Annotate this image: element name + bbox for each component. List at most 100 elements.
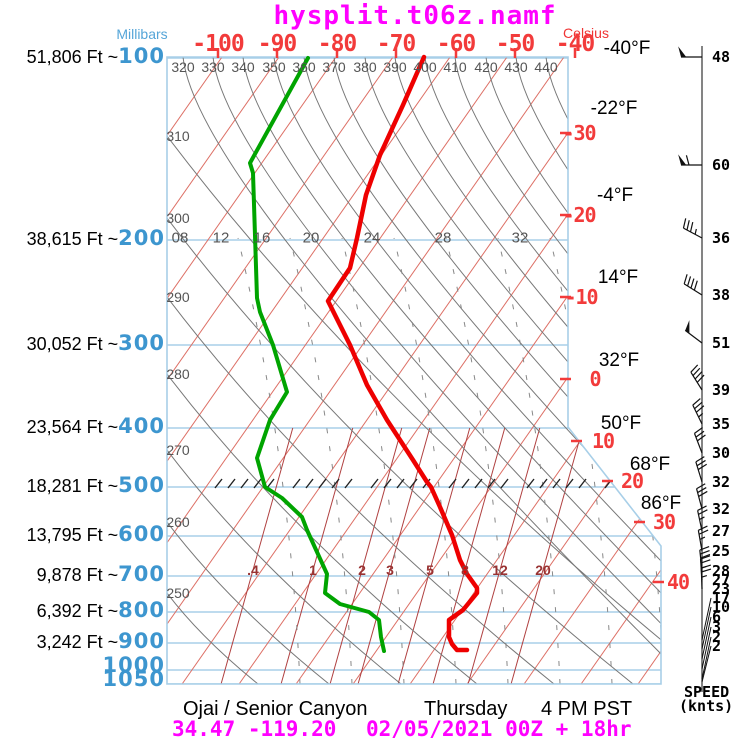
wind-speed-value: 36 <box>712 229 731 247</box>
sat-mixing-200-label: 12 <box>212 229 230 247</box>
theta-top-label: 350 <box>262 59 286 75</box>
pressure-level-row: 23,564 Ft ~400 <box>27 414 165 438</box>
pressure-mb-label: 1000 <box>102 653 165 677</box>
pressure-level-row: 51,806 Ft ~100 <box>27 44 165 68</box>
top-celsius-label: -100 <box>192 31 244 57</box>
wind-speed-value: 6 <box>712 608 722 626</box>
mixing-ratio-label: 20 <box>535 562 551 578</box>
right-celsius-label: 20 <box>620 469 644 493</box>
wind-speed-value: 32 <box>712 500 731 518</box>
theta-left-label: 310 <box>166 128 190 144</box>
wind-speed-value: 39 <box>712 381 731 399</box>
pressure-mb-label: 300 <box>118 331 165 355</box>
wind-barb <box>692 398 705 425</box>
wind-barb <box>695 483 708 510</box>
wind-speed-value: 28 <box>712 562 731 580</box>
wind-speed-value: 27 <box>712 522 731 540</box>
mixing-ratio-label: 12 <box>492 562 508 578</box>
wind-speed-value: 10 <box>712 598 731 616</box>
wind-barb <box>695 456 707 483</box>
theta-top-label: 330 <box>201 59 225 75</box>
fahrenheit-label: 50°F <box>600 413 642 434</box>
altitude-feet-label: 38,615 Ft ~ <box>26 229 119 249</box>
wind-barb <box>697 505 708 532</box>
pressure-mb-label: 1050 <box>102 667 165 691</box>
wind-barb <box>682 218 703 239</box>
theta-left-label: 300 <box>166 210 190 226</box>
pressure-mb-label: 400 <box>118 414 165 438</box>
mixing-ratio-label: 1 <box>309 562 317 578</box>
wind-speed-value: 23 <box>712 580 731 598</box>
wind-speed-value: 51 <box>712 334 731 352</box>
station-name: Ojai / Senior Canyon <box>183 698 368 720</box>
wind-speed-units-label: (knts) <box>679 697 734 715</box>
wind-speed-value: 48 <box>712 48 731 66</box>
altitude-feet-label: 3,242 Ft ~ <box>36 632 119 652</box>
mixing-ratio-label: .4 <box>247 562 259 578</box>
altitude-feet-label: 9,878 Ft ~ <box>36 565 119 585</box>
right-celsius-label: 30 <box>652 510 676 534</box>
wind-barb <box>693 427 706 454</box>
sat-mixing-200-label: 28 <box>434 229 452 247</box>
pressure-level-row: 9,878 Ft ~700 <box>37 562 165 586</box>
wind-speed-value: 60 <box>712 156 731 174</box>
theta-left-label: 250 <box>166 585 190 601</box>
page-title: hysplit.t06z.namf <box>273 1 557 31</box>
pressure-mb-label: 100 <box>118 44 165 68</box>
altitude-feet-label: 23,564 Ft ~ <box>26 417 119 437</box>
pressure-level-row: 18,281 Ft ~500 <box>27 473 165 497</box>
top-celsius-label: -50 <box>495 31 536 57</box>
sat-mixing-200-label: 32 <box>511 229 529 247</box>
pressure-mb-label: 200 <box>118 226 165 250</box>
sat-mixing-200-label: 20 <box>302 229 320 247</box>
theta-top-label: 420 <box>474 59 498 75</box>
sat-mixing-200-label: 16 <box>253 229 271 247</box>
pressure-mb-label: 600 <box>118 522 165 546</box>
wind-speed-axis-label: SPEED <box>684 683 730 701</box>
top-celsius-label: -70 <box>376 31 417 57</box>
theta-left-label: 260 <box>166 514 190 530</box>
wind-speed-value: 30 <box>712 444 731 462</box>
top-celsius-label: -80 <box>317 31 358 57</box>
altitude-feet-label: 30,052 Ft ~ <box>26 334 119 354</box>
wind-barb <box>700 564 712 590</box>
wind-speed-value: 2 <box>712 628 722 646</box>
theta-top-label: 390 <box>383 59 407 75</box>
pressure-level-row: 30,052 Ft ~300 <box>27 331 165 355</box>
right-celsius-label: -10 <box>564 285 598 309</box>
right-celsius-label: 40 <box>666 570 690 594</box>
theta-top-label: 440 <box>534 59 558 75</box>
mixing-ratio-label: 2 <box>358 562 366 578</box>
pressure-mb-label: 700 <box>118 562 165 586</box>
pressure-level-row: 1050 <box>103 667 165 691</box>
mixing-ratio-label: 5 <box>426 562 434 578</box>
sat-mixing-200-label: 24 <box>363 229 381 247</box>
altitude-feet-label: 18,281 Ft ~ <box>26 476 119 496</box>
wind-barb <box>678 46 702 58</box>
pressure-mb-label: 800 <box>118 598 165 622</box>
fahrenheit-label: 86°F <box>640 493 682 514</box>
fahrenheit-label: -40°F <box>603 38 651 59</box>
theta-left-label: 290 <box>166 289 190 305</box>
fahrenheit-label: 32°F <box>598 350 640 371</box>
wind-speed-value: 32 <box>712 473 731 491</box>
forecast-time: 4 PM PST <box>541 698 633 720</box>
top-celsius-label: -90 <box>257 31 298 57</box>
right-celsius-label: -20 <box>562 203 596 227</box>
theta-top-label: 340 <box>231 59 255 75</box>
mixing-ratio-label: 8 <box>461 562 469 578</box>
wind-speed-value: 17 <box>712 589 731 607</box>
wind-speed-value: 2 <box>712 637 722 655</box>
wind-speed-value: 27 <box>712 571 731 589</box>
fahrenheit-label: -22°F <box>590 98 638 119</box>
wind-speed-value: 25 <box>712 542 731 560</box>
pressure-mb-label: 900 <box>118 629 165 653</box>
wind-barb <box>683 274 703 296</box>
altitude-feet-label: 6,392 Ft ~ <box>36 601 119 621</box>
pressure-level-row: 6,392 Ft ~800 <box>37 598 165 622</box>
dewpoint-trace <box>248 56 386 653</box>
wind-barb <box>678 154 702 166</box>
pressure-level-row: 3,242 Ft ~900 <box>37 629 165 653</box>
model-run-info: 02/05/2021 00Z + 18hr <box>366 717 632 741</box>
